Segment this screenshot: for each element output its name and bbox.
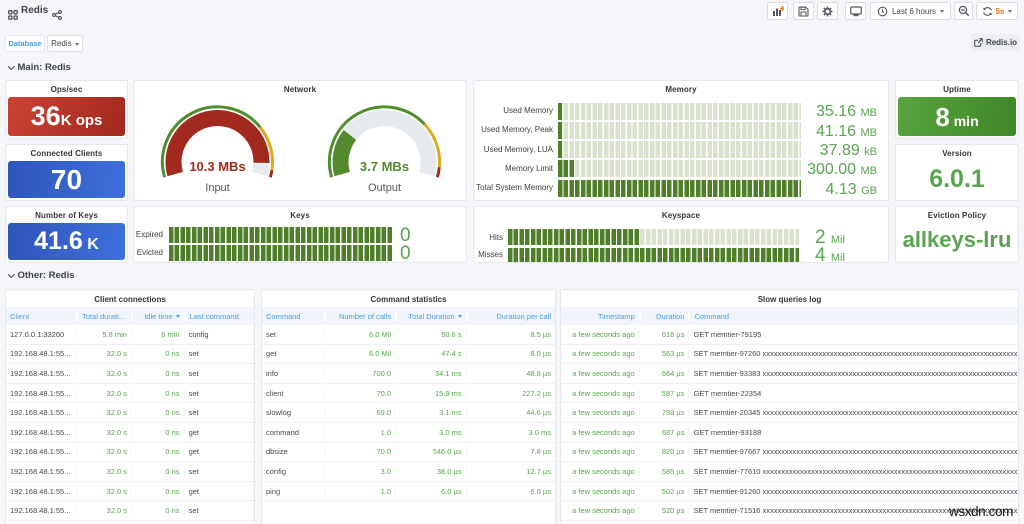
svg-text:3.7 MBs: 3.7 MBs bbox=[360, 159, 409, 174]
svg-text:Input: Input bbox=[205, 182, 229, 194]
svg-text:10.3 MBs: 10.3 MBs bbox=[189, 159, 245, 174]
svg-text:Output: Output bbox=[368, 182, 401, 194]
